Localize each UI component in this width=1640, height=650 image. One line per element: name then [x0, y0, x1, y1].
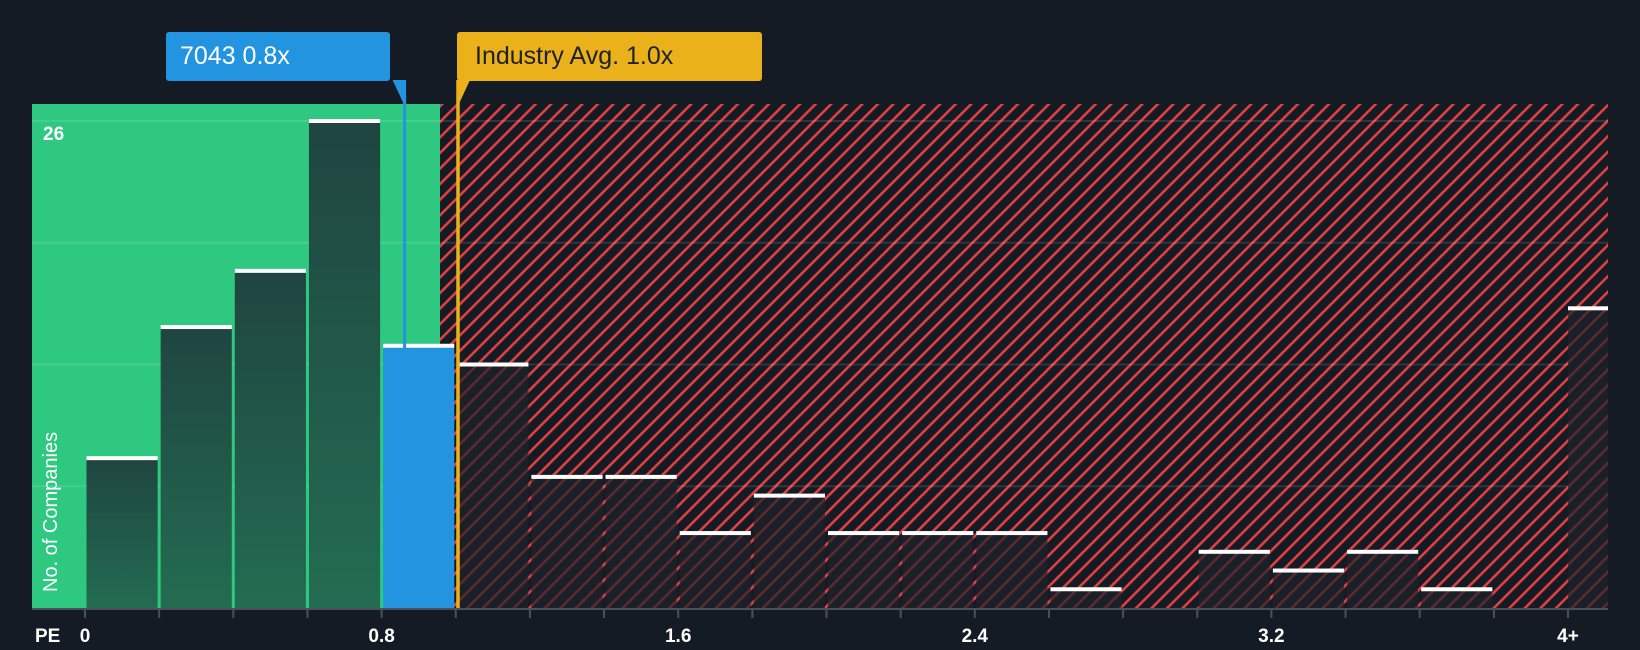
bar-cap: [828, 531, 900, 536]
company-bar: [383, 345, 455, 608]
histogram-bar: [160, 327, 232, 608]
histogram-bar: [976, 533, 1048, 608]
histogram-bar: [1198, 551, 1270, 608]
company-pe-callout: 7043 0.8x: [166, 32, 390, 81]
bar-cap: [1198, 549, 1270, 554]
histogram-bar: [457, 364, 529, 608]
histogram-bar: [234, 270, 306, 608]
x-tick-label: 1.6: [664, 626, 692, 647]
bar-cap: [679, 531, 751, 536]
histogram-bar: [679, 533, 751, 608]
histogram-bar: [753, 495, 825, 608]
bar-cap: [1347, 549, 1419, 554]
histogram-bar: [605, 476, 677, 608]
bar-cap: [383, 343, 455, 348]
histogram-bar: [1568, 308, 1608, 608]
histogram-bar: [828, 533, 900, 608]
x-tick-label: 0: [79, 626, 91, 647]
x-tick-label: 2.4: [961, 626, 989, 647]
y-axis-label: No. of Companies: [40, 431, 62, 592]
histogram-bar: [1421, 589, 1493, 608]
histogram-bar: [1272, 570, 1345, 608]
bar-cap: [531, 474, 603, 479]
x-axis-prefix-label: PE: [35, 626, 61, 647]
bar-cap: [976, 531, 1048, 536]
company-callout-pointer: [392, 80, 406, 108]
bar-cap: [1421, 587, 1493, 592]
industry-avg-callout: Industry Avg. 1.0x: [457, 32, 762, 81]
bar-cap: [753, 493, 825, 498]
bar-cap: [605, 474, 677, 479]
y-axis-max-tick: 26: [43, 124, 65, 145]
histogram-bar: [1050, 589, 1122, 608]
bar-cap: [1050, 587, 1122, 592]
histogram-bar: [86, 458, 158, 608]
histogram-bar: [308, 121, 381, 608]
histogram-bar: [1347, 551, 1419, 608]
histogram-bar: [902, 533, 974, 608]
bar-cap: [160, 325, 232, 330]
bar-cap: [86, 456, 158, 461]
x-tick-label: 0.8: [368, 626, 395, 647]
bar-cap: [308, 119, 381, 123]
bar-cap: [1272, 568, 1345, 573]
bar-cap: [902, 531, 974, 536]
bar-cap: [457, 362, 529, 367]
histogram-bar: [531, 476, 603, 608]
bar-cap: [1568, 306, 1608, 311]
bar-cap: [234, 268, 306, 273]
industry-callout-pointer: [457, 80, 470, 108]
x-tick-label: 3.2: [1258, 626, 1285, 647]
x-tick-label: 4+: [1557, 626, 1579, 647]
